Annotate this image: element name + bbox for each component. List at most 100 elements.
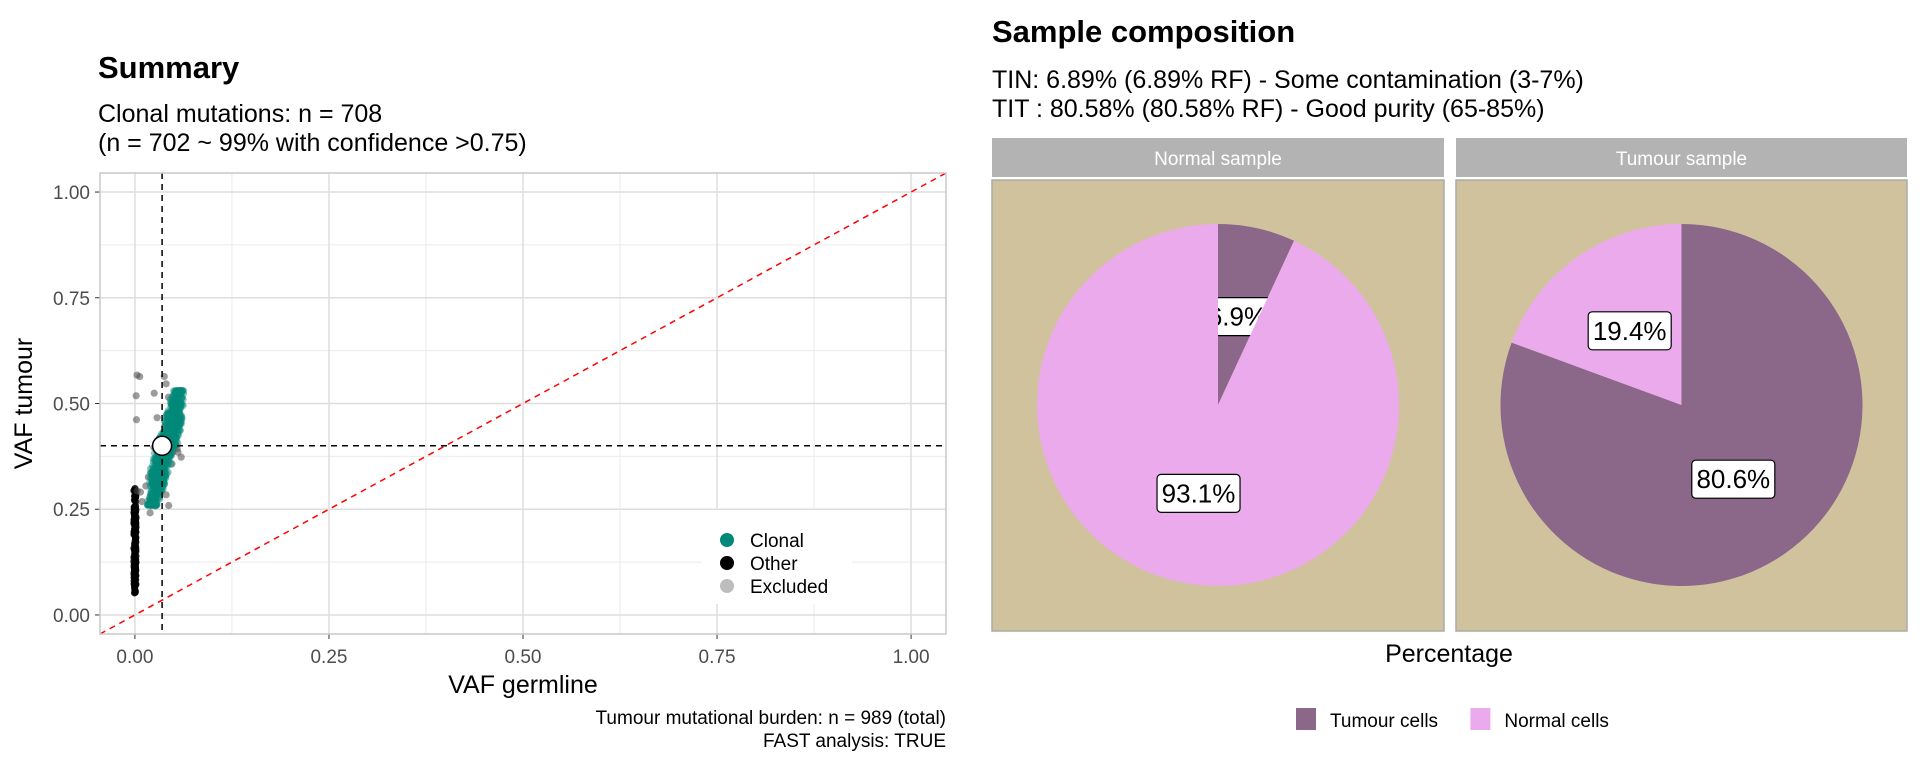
point-clonal <box>176 412 184 420</box>
point-clonal <box>174 387 183 395</box>
point-clonal <box>151 475 160 483</box>
point-clonal <box>169 402 178 410</box>
point-clonal <box>151 489 159 497</box>
point-clonal <box>154 482 162 490</box>
point-clonal <box>163 424 171 432</box>
point-other <box>132 524 140 532</box>
point-clonal <box>168 402 176 410</box>
point-clonal <box>155 476 163 484</box>
legend-key-clonal <box>720 533 734 547</box>
point-clonal <box>153 480 161 488</box>
point-clonal <box>177 417 185 426</box>
point-clonal <box>152 493 160 501</box>
point-clonal <box>151 473 159 481</box>
point-excluded <box>168 428 176 436</box>
point-clonal <box>148 470 156 478</box>
point-clonal <box>161 429 169 437</box>
point-clonal <box>178 416 186 424</box>
point-clonal <box>173 408 181 416</box>
point-clonal <box>170 425 179 433</box>
point-clonal <box>154 457 162 465</box>
point-clonal <box>172 411 180 419</box>
point-clonal <box>170 402 178 411</box>
point-clonal <box>149 501 158 509</box>
legend-label-tumour-cells: Tumour cells <box>1330 711 1438 732</box>
point-clonal <box>174 408 182 417</box>
point-clonal <box>153 481 161 489</box>
legend-label-excluded: Excluded <box>750 577 828 598</box>
point-clonal <box>147 489 155 498</box>
point-clonal <box>168 420 176 428</box>
point-clonal <box>154 485 162 493</box>
point-clonal <box>170 409 178 417</box>
point-clonal <box>172 387 180 395</box>
point-clonal <box>157 480 165 488</box>
point-clonal <box>176 387 184 395</box>
point-excluded <box>161 473 169 481</box>
point-clonal <box>170 431 178 439</box>
point-clonal <box>164 407 172 415</box>
point-clonal <box>171 407 179 416</box>
point-clonal <box>174 420 183 428</box>
point-clonal <box>175 404 183 412</box>
legend-key-normal-cells <box>1470 708 1491 730</box>
point-clonal <box>170 402 178 410</box>
point-clonal <box>178 400 186 409</box>
point-clonal <box>148 485 156 493</box>
point-clonal <box>145 501 153 509</box>
point-clonal <box>172 400 180 409</box>
point-clonal <box>150 501 158 509</box>
point-clonal <box>172 416 180 424</box>
summary-subtitle-line1: Clonal mutations: n = 708 <box>98 100 383 128</box>
point-clonal <box>146 492 155 500</box>
point-clonal <box>150 464 158 473</box>
point-clonal <box>178 387 186 395</box>
point-clonal <box>165 456 173 464</box>
point-clonal <box>176 394 184 403</box>
point-clonal <box>169 414 178 422</box>
point-clonal <box>152 461 160 469</box>
point-clonal <box>172 398 180 406</box>
point-clonal <box>150 501 158 509</box>
point-clonal <box>167 452 175 460</box>
point-clonal <box>172 387 180 395</box>
point-clonal <box>163 414 171 422</box>
pie-x-axis-title: Percentage <box>1385 640 1513 668</box>
point-clonal <box>152 461 160 470</box>
point-clonal <box>164 453 173 461</box>
point-clonal <box>155 475 163 483</box>
point-clonal <box>147 501 155 509</box>
point-clonal <box>157 485 166 493</box>
point-clonal <box>155 493 163 501</box>
point-clonal <box>173 416 181 425</box>
point-clonal <box>153 498 161 507</box>
point-clonal <box>151 496 160 504</box>
point-clonal <box>170 387 178 395</box>
point-clonal <box>170 427 178 435</box>
point-clonal <box>169 402 177 411</box>
point-clonal <box>152 501 161 509</box>
point-clonal <box>169 427 178 435</box>
x-tick-label: 0.50 <box>505 647 542 668</box>
point-clonal <box>168 408 176 416</box>
point-clonal <box>162 474 170 482</box>
point-other <box>132 556 140 564</box>
point-clonal <box>148 479 156 487</box>
point-clonal <box>178 387 186 395</box>
slice-label: 93.1% <box>1162 478 1236 508</box>
point-clonal <box>161 465 169 473</box>
point-clonal <box>167 399 175 408</box>
point-clonal <box>172 417 181 425</box>
point-clonal <box>169 403 178 411</box>
point-clonal <box>159 469 167 477</box>
y-tick-label: 0.50 <box>53 395 90 416</box>
point-clonal <box>148 501 156 509</box>
point-clonal <box>175 387 183 395</box>
point-clonal <box>173 390 181 398</box>
point-clonal <box>170 443 178 452</box>
point-clonal <box>168 419 176 427</box>
point-clonal <box>151 457 159 465</box>
point-clonal <box>151 463 159 471</box>
point-clonal <box>157 477 166 485</box>
